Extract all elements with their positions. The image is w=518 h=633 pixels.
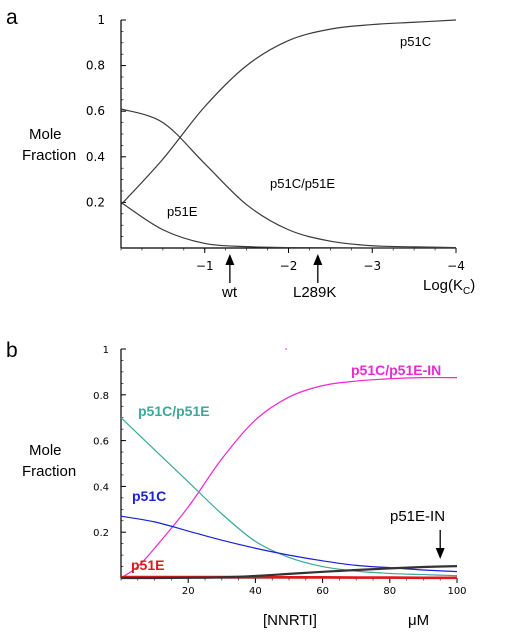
panel-b: b Mole Fraction 0.2 0.4 0.6 0.8 1 20 40 60 80 100… [6, 339, 467, 629]
panel-b-series [120, 376, 458, 580]
panel-b-series-labels: p51C/p51E-IN p51C/p51E p51C p51E [131, 362, 441, 573]
panel-a-label-p51e: p51E [167, 204, 198, 219]
x-tick-label: 100 [447, 586, 466, 597]
panel-a-axes: 0.2 0.4 0.6 0.8 1 −1 −2 −3 −4 [86, 13, 465, 273]
y-tick-label: 1 [103, 345, 109, 356]
panel-a-label-p51c-p51e: p51C/p51E [270, 176, 335, 191]
x-tick-label: 60 [316, 586, 329, 597]
panel-b-label-p51c-p51e: p51C/p51E [138, 403, 210, 419]
panel-a-ylabel-line-1: Mole [29, 126, 62, 143]
y-tick-label: 0.6 [86, 104, 105, 118]
panel-b-label: b [6, 339, 18, 362]
panel-b-label-p51c-p51e-in: p51C/p51E-IN [351, 362, 441, 378]
arrow-l289k [313, 254, 323, 283]
x-tick-label: −4 [447, 259, 465, 273]
y-tick-label: 0.2 [86, 195, 105, 209]
x-tick-label: −2 [280, 259, 298, 273]
x-tick-label: 20 [182, 586, 195, 597]
xlabel-main: Log(K [423, 277, 463, 294]
annotation-wt: wt [221, 284, 238, 301]
panel-a-series-labels: p51C p51C/p51E p51E [167, 34, 431, 219]
y-tick-label: 0.4 [93, 482, 109, 493]
y-tick-label: 1 [97, 13, 105, 27]
x-tick-label: −1 [196, 259, 214, 273]
series-line-p51e-in [120, 564, 458, 580]
panel-a: a Mole Fraction 0.2 0.4 0.6 0.8 1 −1 −2 −3 −4 p5… [6, 6, 475, 301]
panel-b-ylabel-line-2: Fraction [22, 463, 76, 480]
y-tick-label: 0.4 [86, 150, 105, 164]
panel-a-series [120, 19, 457, 249]
panel-a-annotations: wt L289K [221, 254, 336, 301]
panel-a-xlabel: Log(KC) [423, 277, 475, 297]
y-tick-label: 0.2 [93, 528, 109, 539]
series-line-p51c-p51e-in [120, 376, 458, 579]
annotation-p51e-in: p51E-IN [390, 508, 445, 525]
annotation-l289k: L289K [293, 284, 336, 301]
series-line-p51c-p51e [120, 417, 458, 577]
panel-b-label-p51e: p51E [131, 557, 164, 573]
panel-a-label: a [6, 6, 18, 29]
stray-dot [285, 348, 287, 350]
panel-b-label-p51c: p51C [132, 488, 166, 504]
panel-b-ylabel-line-1: Mole [29, 442, 62, 459]
panel-a-ylabel-line-2: Fraction [22, 147, 76, 164]
xlabel-subscript: C [463, 286, 470, 297]
arrow-wt [225, 254, 235, 283]
x-tick-label: 80 [383, 586, 396, 597]
series-line-p51c-p51e [120, 108, 457, 249]
y-tick-label: 0.8 [86, 59, 105, 73]
series-line-p51e [120, 201, 456, 249]
series-line-p51c [120, 19, 457, 206]
x-tick-label: 40 [249, 586, 262, 597]
xlabel-close: ) [470, 277, 475, 294]
x-tick-label: −3 [363, 259, 381, 273]
y-tick-label: 0.8 [93, 391, 109, 402]
panel-b-xlabel: [NNRTI] [263, 612, 317, 629]
arrow-p51e-in [435, 530, 445, 559]
y-tick-label: 0.6 [93, 437, 109, 448]
panel-a-label-p51c: p51C [400, 34, 431, 49]
panel-b-xunit: μM [408, 612, 429, 629]
